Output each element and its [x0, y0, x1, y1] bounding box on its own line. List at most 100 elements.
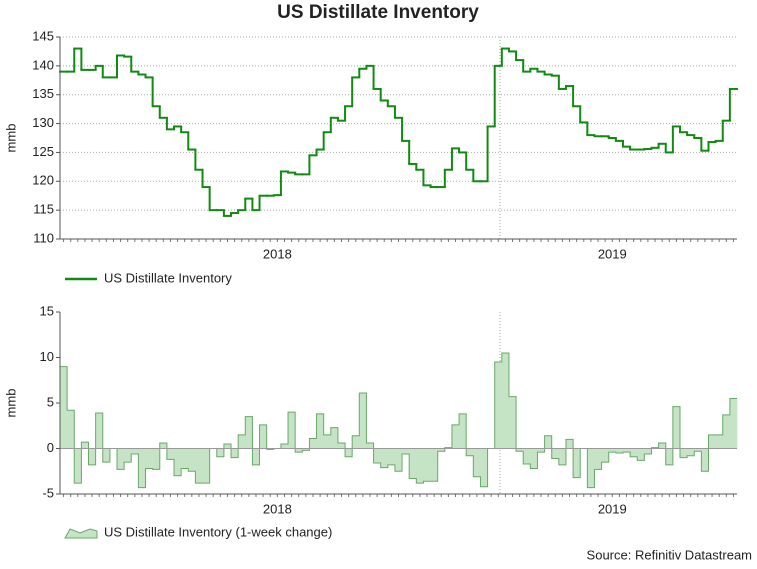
y-tick-label: 15: [40, 303, 54, 318]
y-axis-label: mmb: [3, 124, 18, 153]
bar: [74, 448, 82, 484]
bar: [88, 448, 96, 465]
y-tick-label: 145: [32, 28, 54, 43]
bar: [280, 443, 289, 449]
y-tick-label: 130: [32, 115, 54, 130]
bar: [416, 448, 424, 484]
bar: [174, 448, 182, 476]
bar: [501, 352, 510, 449]
bar: [544, 435, 553, 449]
bar: [188, 448, 196, 472]
bar: [195, 448, 203, 484]
bar: [302, 448, 310, 451]
bar: [337, 443, 346, 449]
bar: [729, 398, 738, 449]
bar: [259, 424, 267, 449]
bar: [124, 448, 132, 463]
bar: [558, 448, 567, 465]
y-tick-label: 0: [47, 440, 54, 455]
bar: [402, 448, 410, 454]
legend-label: US Distillate Inventory: [104, 270, 232, 285]
bar: [152, 448, 161, 470]
bar: [95, 413, 104, 449]
bar: [117, 448, 125, 470]
bar: [394, 448, 403, 472]
bar: [466, 448, 474, 456]
y-tick-label: -5: [42, 485, 54, 500]
y-tick-label: 125: [32, 144, 54, 159]
bar: [380, 448, 389, 468]
y-axis-label: mmb: [3, 389, 18, 418]
bar: [102, 448, 111, 463]
bar: [252, 448, 260, 465]
bar: [359, 392, 367, 449]
bar: [223, 443, 232, 449]
legend-swatch: [64, 528, 98, 539]
x-tick-label: 2018: [263, 246, 292, 261]
y-tick-label: 140: [32, 57, 54, 72]
bar: [694, 448, 702, 452]
bar: [145, 448, 153, 469]
y-tick-label: 5: [47, 394, 54, 409]
bar: [715, 434, 724, 449]
x-tick-label: 2019: [598, 246, 627, 261]
x-tick-label: 2018: [263, 501, 292, 516]
bar: [81, 442, 89, 449]
bar: [701, 448, 709, 472]
bar: [245, 416, 253, 449]
bar: [352, 435, 360, 449]
bar: [409, 448, 417, 479]
bar: [459, 413, 467, 449]
bar: [523, 448, 531, 464]
bar: [708, 434, 716, 449]
bar: [601, 448, 610, 463]
bar: [387, 448, 396, 465]
bar: [587, 448, 595, 488]
bar: [687, 448, 695, 456]
bar: [309, 438, 317, 449]
y-tick-label: 115: [33, 202, 54, 217]
bar: [231, 448, 239, 458]
bar: [451, 424, 460, 449]
y-tick-label: 10: [40, 349, 54, 364]
bar: [166, 448, 175, 460]
bar: [316, 413, 324, 449]
area-outline: [60, 352, 737, 489]
bar: [430, 448, 438, 482]
bar: [323, 434, 332, 449]
bar: [722, 414, 731, 449]
bar: [202, 448, 210, 484]
legend-label: US Distillate Inventory (1-week change): [104, 524, 332, 539]
bar: [672, 406, 681, 449]
bar: [679, 448, 688, 458]
bar: [551, 448, 560, 459]
source: Source: Refinitiv Datastream: [587, 547, 752, 562]
bar: [60, 366, 68, 449]
bar: [423, 448, 431, 482]
bar: [473, 448, 481, 477]
bar: [615, 448, 624, 454]
bar: [573, 448, 581, 478]
bar: [644, 448, 652, 454]
chart-title: US Distillate Inventory: [277, 2, 479, 23]
bar: [131, 448, 139, 454]
bar: [480, 448, 488, 487]
bar: [530, 448, 538, 469]
bar: [159, 443, 168, 449]
bar: [537, 448, 545, 453]
bar: [658, 443, 667, 449]
y-tick-label: 120: [32, 173, 54, 188]
bar: [288, 412, 296, 449]
bar: [565, 439, 574, 449]
bar: [295, 448, 303, 453]
bar: [637, 448, 645, 461]
bar: [508, 396, 517, 449]
bar: [330, 427, 339, 449]
bar: [138, 448, 146, 488]
bar: [622, 448, 631, 453]
bar: [373, 448, 381, 464]
bar: [608, 448, 617, 453]
bar: [181, 448, 189, 469]
x-tick-label: 2019: [598, 501, 627, 516]
